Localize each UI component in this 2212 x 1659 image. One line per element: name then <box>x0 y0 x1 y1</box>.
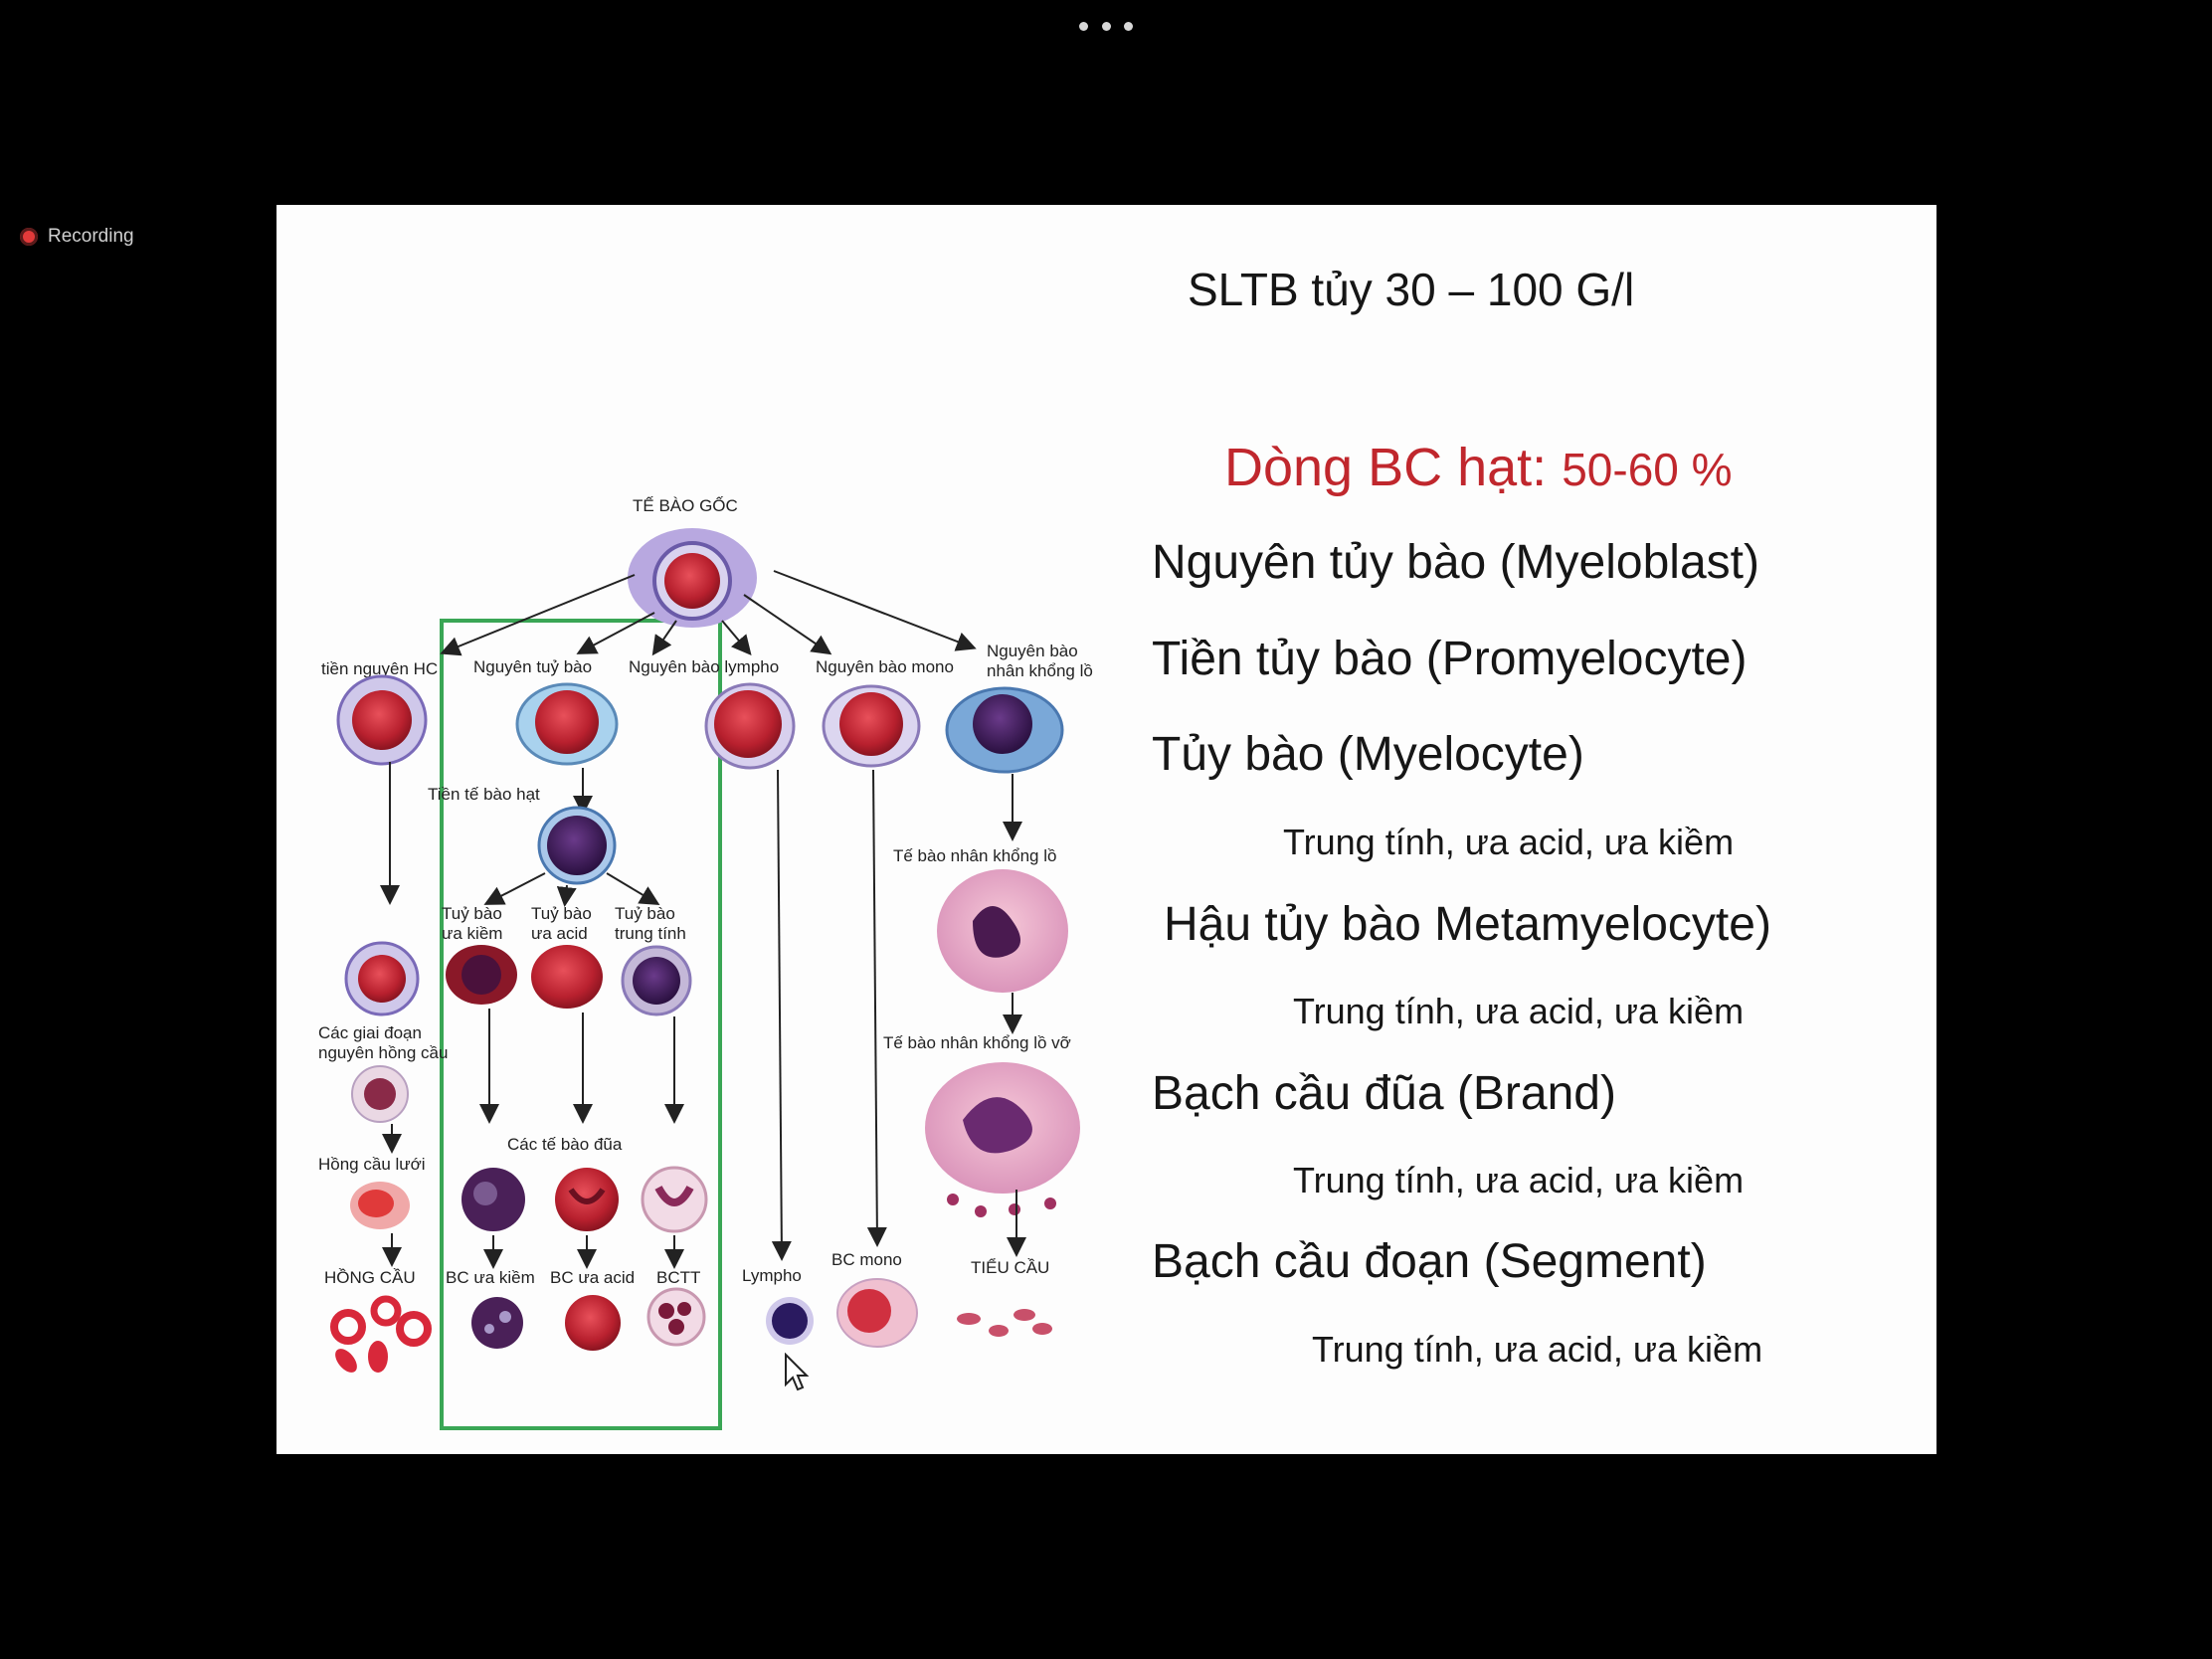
label-bctt: BCTT <box>656 1268 700 1287</box>
label-tien-te-bao-hat: Tiền tế bào hạt <box>428 785 540 804</box>
platelets-image <box>957 1309 1052 1337</box>
label-hong-cau: HỒNG CẦU <box>324 1268 416 1287</box>
list-subitem: Trung tính, ưa acid, ưa kiềm <box>1283 822 1735 862</box>
label-stem: TẾ BÀO GỐC <box>633 495 738 515</box>
label-tuy-bao-trung-tinh-1: Tuỷ bào <box>615 904 675 923</box>
monoblast-image <box>822 684 921 768</box>
label-bc-mono: BC mono <box>831 1250 902 1269</box>
lymphocyte-image <box>766 1297 814 1345</box>
myeloblast-image <box>515 682 619 766</box>
label-cac-te-bao-dua: Các tế bào đũa <box>507 1135 623 1154</box>
label-tieu-cau: TIỂU CẦU <box>971 1258 1049 1277</box>
list-item: Hậu tủy bào Metamyelocyte) <box>1164 898 1771 951</box>
list-item: Tủy bào (Myelocyte) <box>1152 728 1584 781</box>
eosinophilic-myelocyte-image <box>531 945 603 1009</box>
label-nguyen-bao-nhan-2: nhân khổng lồ <box>987 661 1093 680</box>
highlight-box <box>440 619 722 1430</box>
label-nguyen-bao-nhan-1: Nguyên bào <box>987 642 1078 660</box>
stem-cell-image <box>628 528 757 628</box>
basophilic-erythroblast-image <box>344 941 420 1016</box>
megakaryocyte-image <box>937 869 1068 993</box>
shared-slide: TẾ BÀO GỐC tiền nguyên HC Nguyên tuỷ bào… <box>276 205 1936 1454</box>
record-dot-icon <box>20 228 38 246</box>
neutrophil-image <box>646 1287 706 1347</box>
label-hong-cau-luoi: Hồng cầu lưới <box>318 1155 426 1174</box>
recording-label: Recording <box>48 226 134 247</box>
list-subitem: Trung tính, ưa acid, ưa kiềm <box>1312 1329 1763 1370</box>
lymphoblast-image <box>704 682 796 770</box>
mouse-pointer-icon <box>785 1353 810 1391</box>
label-nguyen-bao-lympho: Nguyên bào lympho <box>629 657 779 676</box>
label-tuy-bao-ua-kiem-1: Tuỷ bào <box>442 904 502 923</box>
list-item: Bạch cầu đoạn (Segment) <box>1152 1235 1707 1288</box>
reticulocyte-image <box>350 1182 410 1229</box>
promyelocyte-image <box>537 806 617 885</box>
basophilic-myelocyte-image <box>446 945 517 1005</box>
list-item: Nguyên tủy bào (Myeloblast) <box>1152 536 1759 589</box>
label-cac-giai-doan-1: Các giai đoạn <box>318 1023 422 1042</box>
slide-title: SLTB tủy 30 – 100 G/l <box>1188 264 1635 315</box>
dot <box>1079 21 1088 31</box>
label-tuy-bao-ua-kiem-2: ưa kiềm <box>442 924 502 943</box>
basophilic-band-image <box>461 1168 525 1231</box>
label-te-bao-nhan-khong-lo: Tế bào nhân khổng lồ <box>893 846 1056 865</box>
fragmenting-megakaryocyte-image <box>925 1062 1080 1217</box>
normoblast-image <box>351 1065 409 1123</box>
label-lympho: Lympho <box>742 1266 802 1285</box>
label-tuy-bao-ua-acid-2: ưa acid <box>531 924 588 943</box>
section-heading: Dòng BC hạt: 50-60 % <box>1224 437 1733 498</box>
monocyte-image <box>836 1278 918 1348</box>
megakaryoblast-image <box>945 686 1064 774</box>
label-bc-ua-kiem: BC ưa kiềm <box>446 1268 535 1287</box>
label-tuy-bao-ua-acid-1: Tuỷ bào <box>531 904 592 923</box>
more-options-icon[interactable] <box>1079 16 1133 36</box>
eosinophilic-band-image <box>555 1168 619 1231</box>
label-tien-nguyen-hc: tiền nguyên HC <box>321 659 438 678</box>
label-nguyen-tuy-bao: Nguyên tuỷ bào <box>473 657 592 676</box>
neutrophilic-band-image <box>641 1166 708 1233</box>
label-bc-ua-acid: BC ưa acid <box>550 1268 635 1287</box>
list-subitem: Trung tính, ưa acid, ưa kiềm <box>1293 1160 1745 1200</box>
list-item: Bạch cầu đũa (Brand) <box>1152 1067 1616 1120</box>
eosinophil-image <box>565 1295 621 1351</box>
label-cac-giai-doan-2: nguyên hồng cầu <box>318 1043 448 1062</box>
list-subitem: Trung tính, ưa acid, ưa kiềm <box>1293 991 1745 1031</box>
dot <box>1101 21 1111 31</box>
red-blood-cells-image <box>330 1295 432 1373</box>
recording-indicator: Recording <box>20 226 134 248</box>
label-te-bao-nhan-khong-lo-vo: Tế bào nhân khổng lồ vỡ <box>883 1033 1071 1052</box>
section-title: Dòng BC hạt: <box>1224 438 1548 497</box>
proerythroblast-image <box>336 674 428 766</box>
neutrophilic-myelocyte-image <box>621 945 692 1016</box>
label-tuy-bao-trung-tinh-2: trung tính <box>615 924 686 943</box>
dot <box>1124 21 1133 31</box>
label-nguyen-bao-mono: Nguyên bào mono <box>816 657 954 676</box>
list-item: Tiền tủy bào (Promyelocyte) <box>1152 633 1748 685</box>
basophil-image <box>471 1297 523 1349</box>
section-percent: 50-60 % <box>1562 444 1733 495</box>
hematopoiesis-diagram: TẾ BÀO GỐC tiền nguyên HC Nguyên tuỷ bào… <box>318 495 1093 1430</box>
